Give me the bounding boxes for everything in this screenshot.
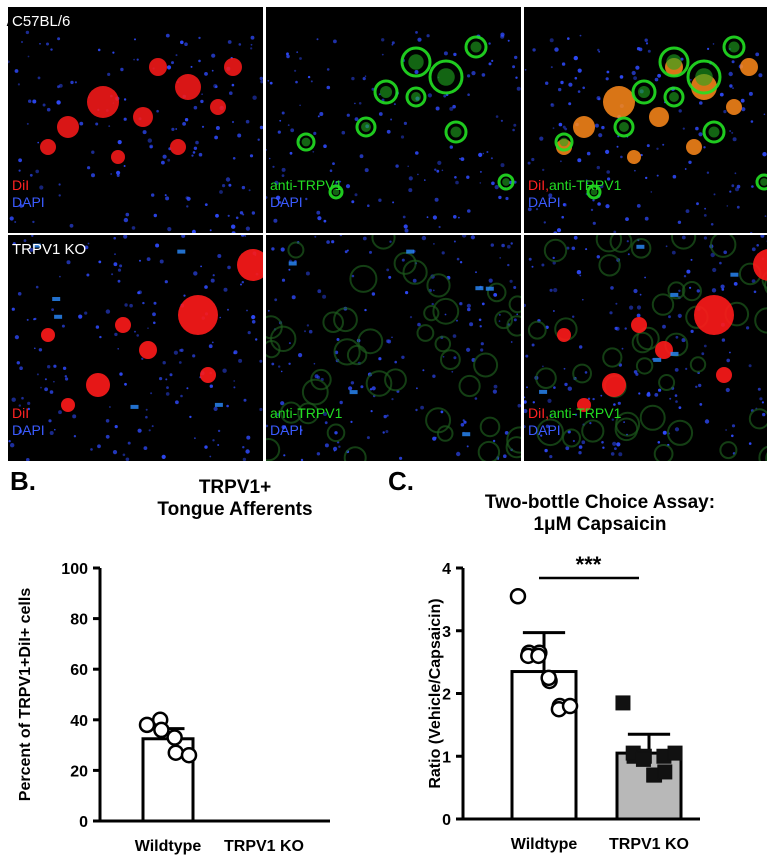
channel-label-text: DAPI [528, 422, 561, 438]
micrograph-image [8, 235, 263, 461]
channel-label: DiI [12, 177, 29, 193]
channel-label: anti-TRPV1 [270, 177, 342, 193]
micrograph-tile: DiI,anti-TRPV1 DAPI [524, 7, 767, 233]
x-tick-label: TRPV1 KO [224, 838, 304, 855]
y-tick-label: 20 [70, 763, 88, 780]
channel-label-text: DAPI [270, 194, 303, 210]
data-point [167, 744, 185, 761]
micrograph-image [524, 235, 767, 461]
channel-label-text: DiI [528, 177, 546, 193]
panel-c-letter: C. [388, 466, 414, 496]
chart-c-title: Two-bottle Choice Assay: 1μM Capsaicin [440, 492, 760, 536]
channel-label-text: DAPI [12, 422, 45, 438]
micrograph-tile: TRPV1 KO DiI DAPI [8, 235, 263, 461]
channel-label: DAPI [12, 194, 45, 210]
micrograph-tile: DiI,anti-TRPV1 DAPI [524, 235, 767, 461]
channel-label-text: anti-TRPV1 [270, 405, 343, 421]
panel-b-letter: B. [10, 466, 36, 496]
channel-label: DAPI [12, 422, 45, 438]
x-tick-label: TRPV1 KO [609, 836, 689, 853]
y-axis-label: Percent of TRPV1+DiI+ cells [17, 588, 34, 802]
micrograph-image [524, 34, 767, 233]
data-point [166, 729, 183, 746]
channel-label: DAPI [528, 422, 561, 438]
channel-label: DiI,anti-TRPV1 [528, 405, 621, 421]
y-tick-label: 40 [70, 713, 88, 730]
micrograph-image [8, 30, 263, 233]
micrograph-tile: C57BL/6 DiI DAPI [8, 7, 263, 233]
chart-c-title-line2: 1μM Capsaicin [533, 514, 667, 535]
y-tick-label: 2 [442, 687, 451, 704]
channel-label-text: DAPI [270, 422, 303, 438]
y-tick-label: 80 [70, 612, 88, 629]
x-tick-label: Wildtype [511, 836, 578, 853]
chart-b-title-line1: TRPV1+ [198, 477, 272, 498]
chart-c-title-line1: Two-bottle Choice Assay: [484, 492, 716, 513]
channel-label: DAPI [528, 194, 561, 210]
channel-label-text: DiI [528, 405, 546, 421]
data-point [657, 764, 673, 780]
channel-label: anti-TRPV1 [270, 405, 342, 421]
micrograph-tile: anti-TRPV1 DAPI [266, 235, 521, 461]
data-point [635, 751, 651, 767]
x-tick-label: Wildtype [135, 838, 202, 855]
y-axis-label: Ratio (Vehicle/Capsaicin) [427, 598, 444, 788]
data-point [509, 587, 527, 605]
channel-label-text: DAPI [12, 194, 45, 210]
y-tick-label: 0 [442, 812, 451, 829]
chart-c: 0 1 2 3 4 Ratio (Vehicle/Capsaicin) Wildtype TR… [427, 552, 700, 853]
channel-label: DiI [12, 405, 29, 421]
data-point [561, 697, 579, 715]
micrograph-image [266, 235, 521, 461]
channel-label-text: , [545, 177, 550, 193]
data-point [667, 745, 683, 761]
data-point [138, 716, 156, 734]
chart-b-title-line2: Tongue Afferents [157, 499, 313, 520]
chart-b: 0 20 40 60 80 100 Percent of TRPV1+DiI+ cells W… [17, 561, 330, 855]
y-tick-label: 60 [70, 662, 88, 679]
data-point [540, 669, 557, 687]
micrograph-image [266, 31, 521, 233]
significance-label: *** [576, 552, 602, 577]
chart-b-title: TRPV1+ Tongue Afferents [120, 477, 350, 521]
data-point [615, 695, 631, 711]
bar [510, 670, 578, 821]
channel-label: DAPI [270, 422, 303, 438]
strain-label: C57BL/6 [12, 13, 71, 30]
channel-label-text: , [545, 405, 550, 421]
channel-label-text: DiI [12, 405, 30, 421]
y-tick-label: 100 [61, 561, 88, 578]
y-tick-label: 0 [79, 814, 88, 831]
y-tick-label: 4 [442, 561, 451, 578]
strain-label: TRPV1 KO [12, 241, 87, 258]
data-point [153, 721, 170, 739]
channel-label-text: anti-TRPV1 [549, 405, 622, 421]
data-point [530, 647, 547, 665]
channel-label-text: DiI [12, 177, 30, 193]
channel-label-text: DAPI [528, 194, 561, 210]
y-tick-label: 3 [442, 624, 451, 641]
channel-label-text: anti-TRPV1 [270, 177, 343, 193]
channel-label: DAPI [270, 194, 303, 210]
channel-label: DiI,anti-TRPV1 [528, 177, 621, 193]
y-tick-label: 1 [442, 749, 451, 766]
micrograph-tile: anti-TRPV1 DAPI [266, 7, 521, 233]
data-point [180, 746, 198, 764]
channel-label-text: anti-TRPV1 [549, 177, 622, 193]
